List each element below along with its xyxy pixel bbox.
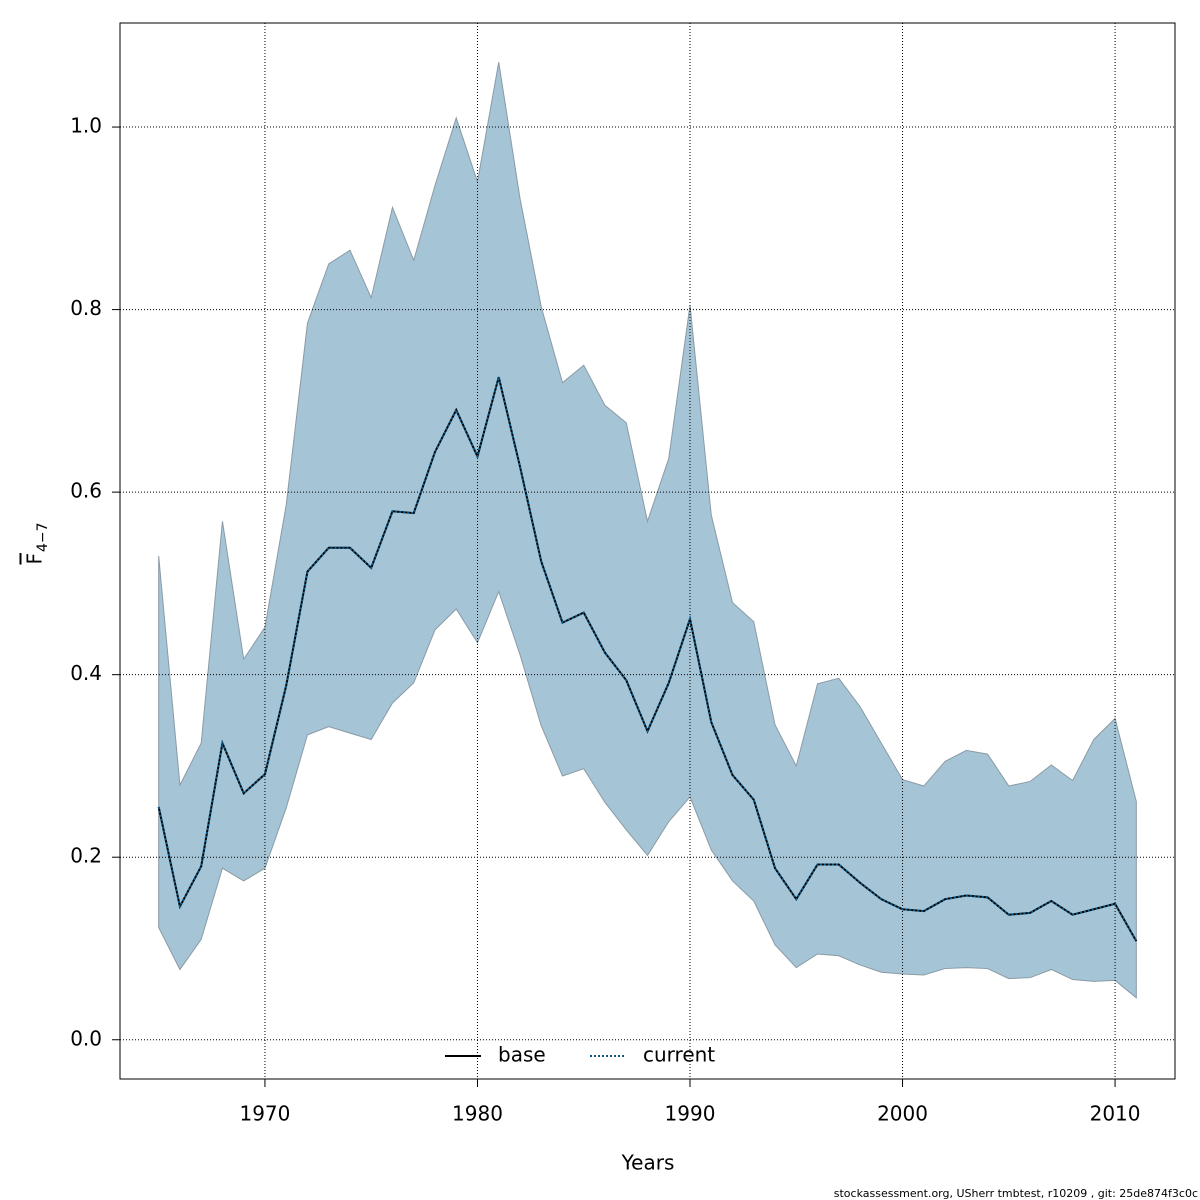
y-tick-label: 0.4 <box>70 661 102 685</box>
x-tick-label: 2010 <box>1090 1102 1141 1126</box>
footer: stockassessment.org, USherr tmbtest, r10… <box>834 1187 1198 1200</box>
y-tick-label: 0.0 <box>70 1026 102 1050</box>
legend-label: current <box>643 1043 715 1067</box>
y-label-main: F <box>23 553 47 565</box>
y-label-subscript: 4−7 <box>35 522 51 552</box>
confidence-band <box>158 62 1137 999</box>
y-tick-label: 0.8 <box>70 296 102 320</box>
x-tick-label: 1980 <box>452 1102 503 1126</box>
y-tick-label: 0.6 <box>70 479 102 503</box>
plot-frame <box>119 22 1176 1080</box>
y-tick-label: 0.2 <box>70 844 102 868</box>
y-axis-label: F 4−7 <box>23 522 52 564</box>
x-axis-label: Years <box>621 1151 675 1175</box>
line-current <box>157 376 1138 942</box>
y-tick-label: 1.0 <box>70 114 102 138</box>
legend-label: base <box>498 1043 546 1067</box>
x-tick-label: 1990 <box>665 1102 716 1126</box>
x-tick-label: 2000 <box>877 1102 928 1126</box>
x-tick-label: 1970 <box>239 1102 290 1126</box>
